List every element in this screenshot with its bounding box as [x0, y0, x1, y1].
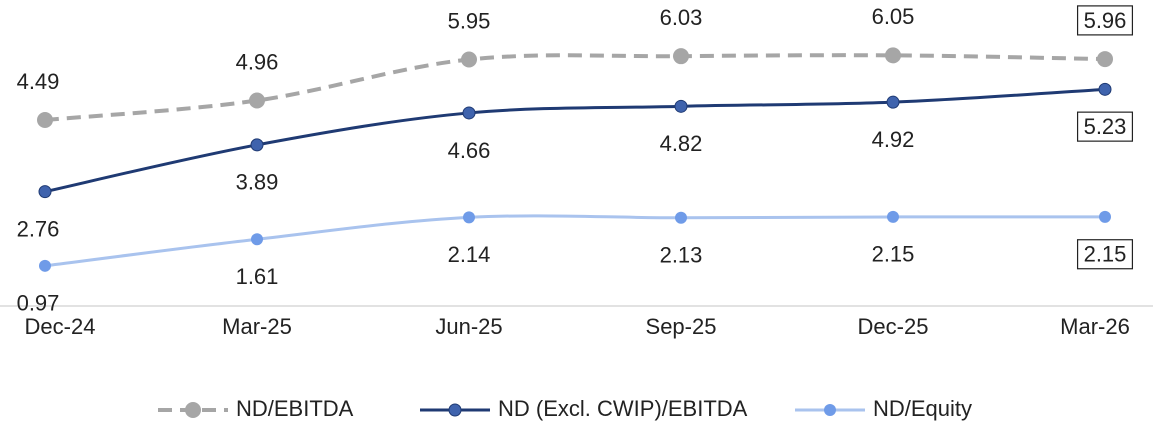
series-line	[44, 214, 1106, 268]
x-tick-label: Sep-25	[646, 314, 717, 339]
marker	[461, 51, 477, 68]
marker	[887, 210, 899, 223]
data-label: 4.96	[236, 49, 279, 74]
data-label: 5.96	[1084, 8, 1127, 33]
x-tick-label: Dec-24	[25, 314, 96, 339]
legend-label: ND (Excl. CWIP)/EBITDA	[498, 396, 748, 421]
legend-marker	[824, 404, 836, 416]
x-tick-label: Dec-25	[858, 314, 929, 339]
data-label: 2.13	[660, 243, 703, 268]
marker	[1097, 51, 1113, 68]
label-box	[1076, 239, 1134, 270]
data-label: 1.61	[236, 264, 279, 289]
legend-marker	[185, 402, 201, 418]
marker	[886, 95, 900, 109]
marker	[1099, 210, 1111, 223]
marker	[250, 138, 264, 152]
series-line	[44, 87, 1106, 194]
x-tick-label: Jun-25	[435, 314, 502, 339]
data-label: 4.66	[448, 138, 491, 163]
data-label: 4.92	[872, 127, 915, 152]
data-label: 4.82	[660, 131, 703, 156]
marker	[39, 259, 51, 272]
marker	[37, 111, 53, 128]
marker	[463, 211, 475, 224]
marker	[675, 211, 687, 224]
marker	[885, 47, 901, 64]
marker	[251, 233, 263, 246]
data-label: 2.15	[1084, 242, 1127, 267]
label-box	[1076, 111, 1134, 142]
data-label: 3.89	[236, 170, 279, 195]
marker	[38, 185, 52, 199]
legend-marker	[448, 403, 462, 417]
label-box	[1076, 5, 1134, 36]
data-label: 4.49	[17, 69, 60, 94]
data-label: 6.05	[872, 4, 915, 29]
x-tick-label: Mar-26	[1060, 314, 1130, 339]
marker	[462, 106, 476, 120]
x-tick-label: Mar-25	[222, 314, 292, 339]
marker	[674, 99, 688, 113]
data-label: 6.03	[660, 5, 703, 30]
data-label: 5.23	[1084, 114, 1127, 139]
data-label: 2.76	[17, 216, 60, 241]
data-label: 5.95	[448, 8, 491, 33]
marker	[249, 92, 265, 109]
legend-label: ND/Equity	[873, 396, 972, 421]
marker	[1098, 82, 1112, 96]
data-label: 2.15	[872, 242, 915, 267]
series-line	[44, 53, 1106, 122]
marker	[673, 48, 689, 65]
data-label: 2.14	[448, 242, 491, 267]
data-label: 0.97	[17, 291, 60, 316]
legend-label: ND/EBITDA	[236, 396, 354, 421]
